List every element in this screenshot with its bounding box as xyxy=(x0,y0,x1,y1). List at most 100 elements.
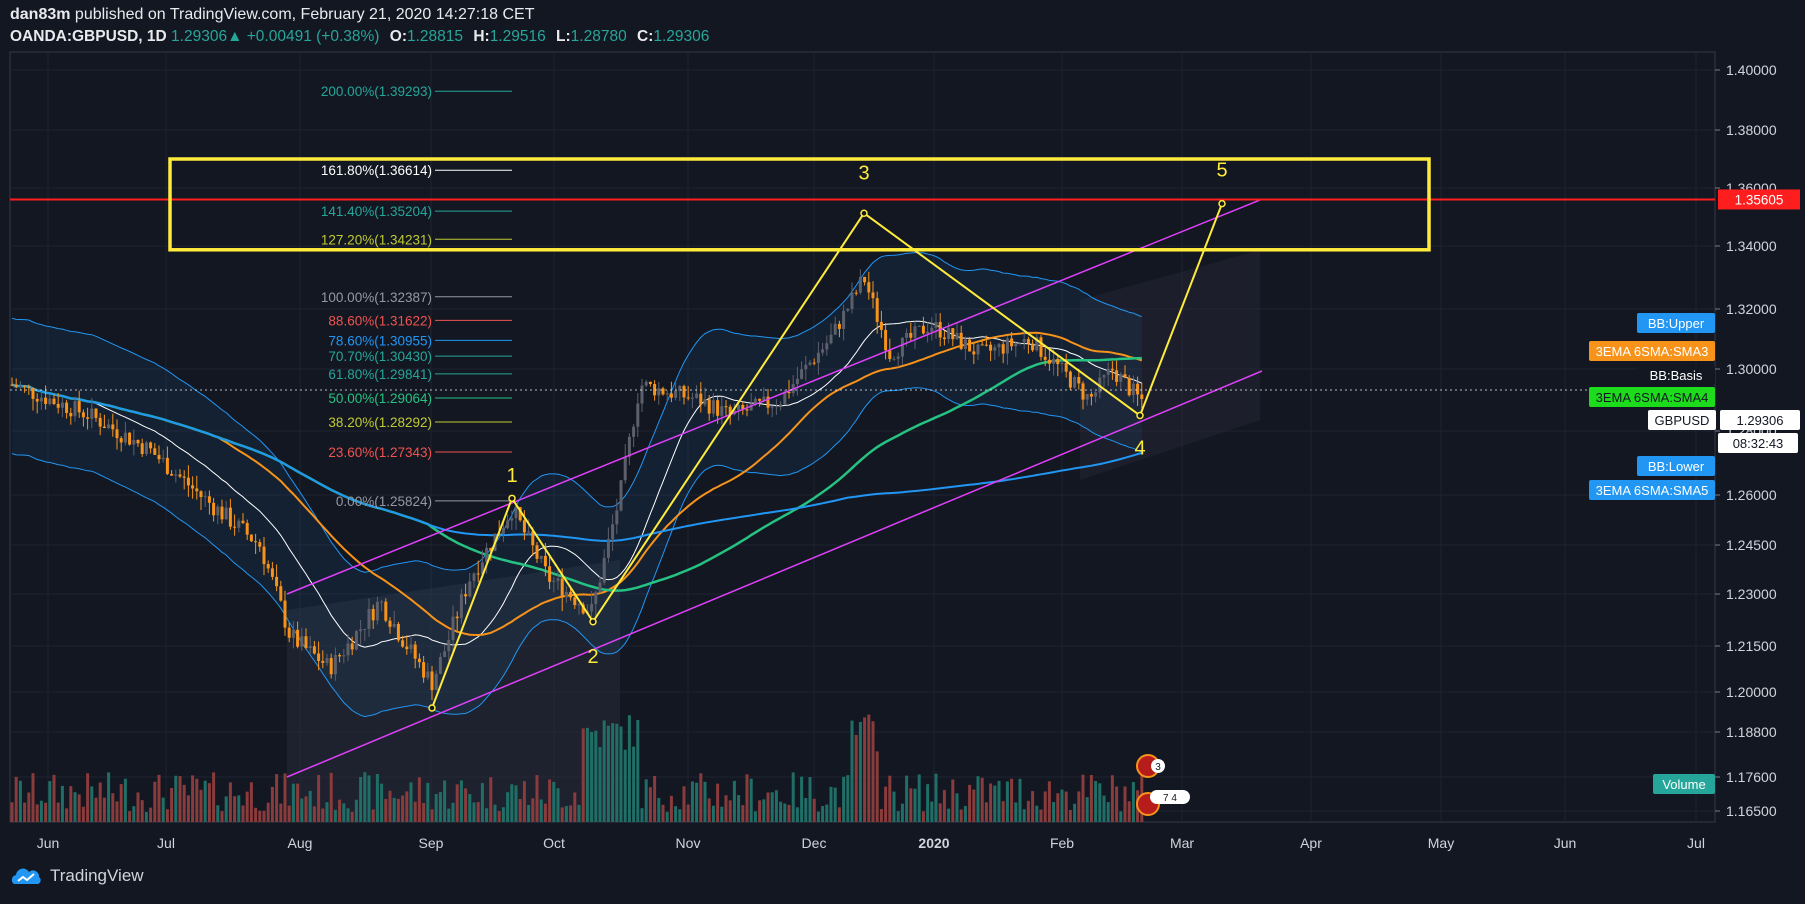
candle-body xyxy=(283,600,287,628)
candle-body xyxy=(31,387,35,399)
candle-body xyxy=(312,646,316,654)
candle-body xyxy=(674,390,678,398)
volume-bar xyxy=(716,783,720,822)
volume-bar xyxy=(27,792,31,822)
price-tag-text: Volume xyxy=(1662,777,1705,792)
candle-body xyxy=(346,643,350,656)
bollinger-bands xyxy=(11,251,1142,718)
candle-body xyxy=(623,456,627,481)
candle-body xyxy=(968,339,972,352)
candle-body xyxy=(136,439,140,444)
volume-bar xyxy=(711,805,715,822)
volume-bar xyxy=(1010,778,1014,822)
open-value: 1.28815 xyxy=(406,28,464,45)
candle-body xyxy=(959,332,963,349)
tradingview-label: TradingView xyxy=(50,866,144,885)
candle-body xyxy=(384,601,388,621)
symbol-title[interactable]: OANDA:GBPUSD, 1D xyxy=(10,28,167,45)
candle-body xyxy=(888,350,892,360)
candle-body xyxy=(539,555,543,559)
candle-body xyxy=(573,597,577,606)
volume-bar xyxy=(1018,778,1022,822)
volume-bar xyxy=(401,795,405,822)
volume-bar xyxy=(606,725,610,822)
volume-bar xyxy=(321,808,325,822)
price-channel[interactable] xyxy=(286,198,1263,778)
candle-body xyxy=(552,580,556,582)
volume-bar xyxy=(1131,782,1135,822)
candle-body xyxy=(1127,377,1131,396)
candle-body xyxy=(459,594,463,619)
candle-body xyxy=(44,397,48,404)
candle-body xyxy=(867,282,871,293)
candle-body xyxy=(972,351,976,355)
candle-body xyxy=(871,292,875,299)
candle-body xyxy=(1005,338,1009,354)
fib-level-label: 100.00%(1.32387) xyxy=(321,290,432,305)
volume-bar xyxy=(560,807,564,822)
volume-bar xyxy=(699,773,703,822)
author-name[interactable]: dan83m xyxy=(10,6,71,23)
candle-body xyxy=(703,399,707,405)
y-tick-label: 1.32000 xyxy=(1726,301,1777,317)
volume-bar xyxy=(984,802,988,822)
volume-bar xyxy=(1094,781,1098,822)
candle-body xyxy=(182,476,186,478)
candle-body xyxy=(1035,337,1039,351)
volume-bar xyxy=(829,786,833,822)
volume-bar xyxy=(237,795,241,822)
candle-body xyxy=(1064,362,1068,372)
price-tag-text: 3EMA 6SMA:SMA4 xyxy=(1596,390,1709,405)
volume-bar xyxy=(783,803,787,822)
candle-body xyxy=(279,586,283,601)
volume-bar xyxy=(615,723,619,822)
volume-bar xyxy=(669,795,673,822)
volume-bar xyxy=(480,783,484,822)
candle-body xyxy=(501,528,505,534)
price-tag-bg xyxy=(1648,410,1716,430)
candle-body xyxy=(707,399,711,414)
tradingview-brand[interactable]: TradingView xyxy=(10,866,144,886)
volume-bar xyxy=(392,797,396,822)
candle-body xyxy=(1047,359,1051,364)
candle-body xyxy=(1026,339,1030,344)
fib-extension[interactable]: 200.00%(1.39293) 161.80%(1.36614) 141.40%(… xyxy=(321,84,512,509)
x-tick-label: Aug xyxy=(288,835,313,851)
y-tick-label: 1.38000 xyxy=(1726,122,1777,138)
candle-body xyxy=(207,496,211,503)
volume-bar xyxy=(518,798,522,822)
candle-body xyxy=(132,439,136,445)
candle-body xyxy=(342,655,346,657)
candle-body xyxy=(905,332,909,338)
candle-body xyxy=(854,292,858,294)
fib-level-label: 127.20%(1.34231) xyxy=(321,232,432,247)
candle-body xyxy=(338,655,342,657)
candle-body xyxy=(837,323,841,329)
candle-body xyxy=(858,276,862,293)
x-tick-label: Nov xyxy=(676,835,701,851)
candle-body xyxy=(892,358,896,360)
volume-bar xyxy=(548,779,552,822)
candle-body xyxy=(976,344,980,355)
volume-bar xyxy=(144,811,148,822)
candle-body xyxy=(1052,358,1056,364)
candle-body xyxy=(510,518,514,521)
candle-body xyxy=(1081,383,1085,400)
volume-bar xyxy=(728,800,732,822)
candle-body xyxy=(1115,370,1119,382)
volume-bar xyxy=(489,777,493,822)
volume-bar xyxy=(993,785,997,822)
candle-body xyxy=(77,401,81,413)
volume-bar xyxy=(926,784,930,822)
volume-bar xyxy=(1022,809,1026,822)
annotations[interactable]: 1 2 3 4 5 3 7 4 xyxy=(10,157,1715,816)
candle-body xyxy=(611,524,615,540)
volume-bar xyxy=(535,775,539,822)
volume-bar xyxy=(514,785,518,822)
candle-body xyxy=(926,331,930,334)
candle-body xyxy=(909,332,913,338)
fib-level-label: 141.40%(1.35204) xyxy=(321,204,432,219)
candle-body xyxy=(527,531,531,533)
volume-bar xyxy=(569,805,573,822)
